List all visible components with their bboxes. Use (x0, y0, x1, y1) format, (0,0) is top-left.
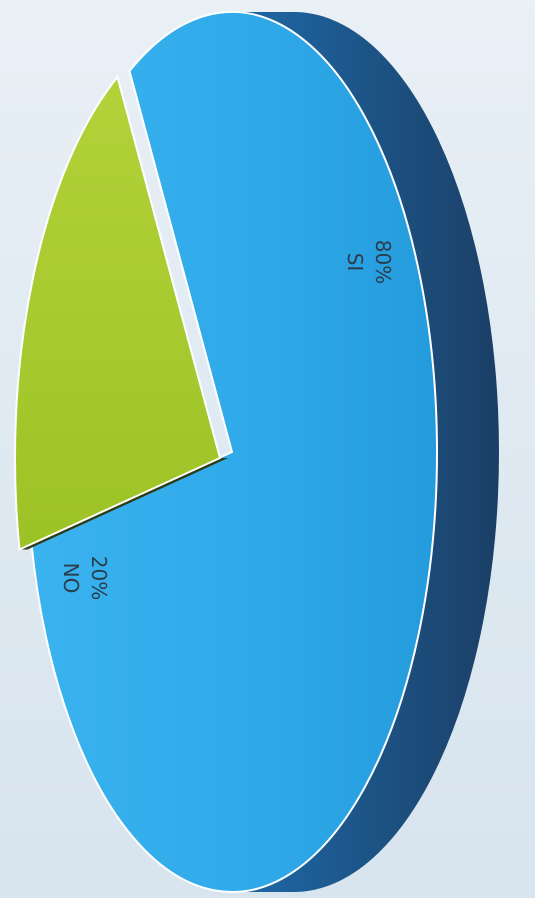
slice-no (14, 74, 222, 551)
slice-side-si (232, 12, 499, 892)
label-si-category: SI (343, 253, 367, 272)
slice-si (30, 11, 438, 893)
label-si-value: 80% (371, 240, 395, 284)
label-no-value: 20% (87, 556, 111, 600)
label-no-category: NO (59, 563, 83, 594)
